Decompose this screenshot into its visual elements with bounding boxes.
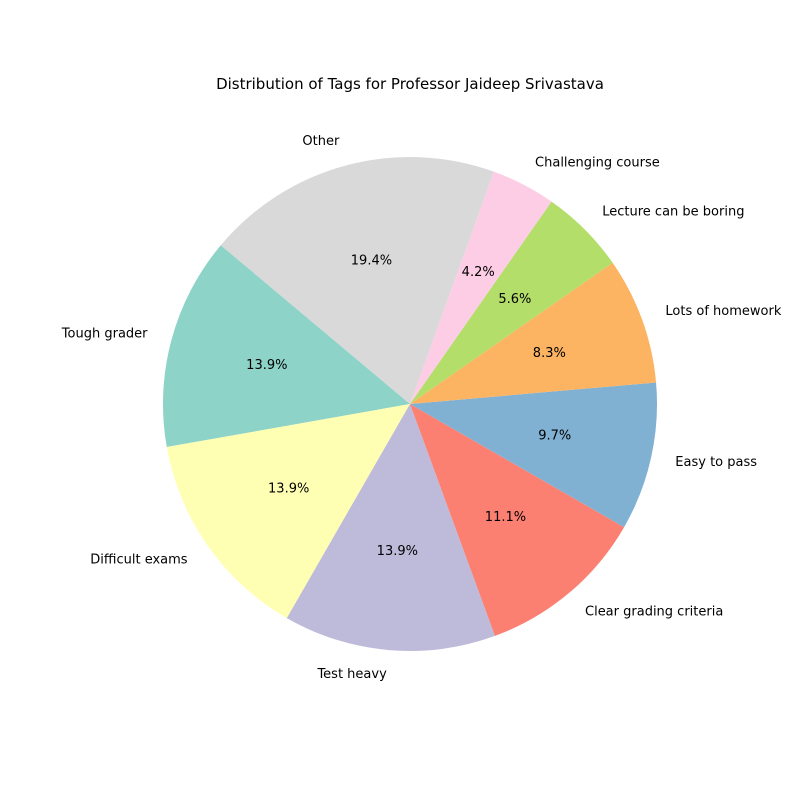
slice-label-clear-grading-criteria: Clear grading criteria (585, 604, 723, 619)
pie-slice-challenging-course (410, 171, 552, 404)
pie-slices (162, 156, 657, 652)
slice-percent-difficult-exams: 13.9% (268, 482, 309, 497)
slice-percent-lecture-can-be-boring: 5.6% (498, 292, 531, 307)
pie-slice-clear-grading-criteria (410, 404, 625, 636)
slice-percent-easy-to-pass: 9.7% (538, 428, 571, 443)
pie-labels: Tough grader 13.9% Difficult exams 13.9% Tes… (61, 134, 782, 682)
slice-label-lots-of-homework: Lots of homework (665, 304, 781, 319)
slice-label-challenging-course: Challenging course (535, 155, 660, 170)
slice-label-easy-to-pass: Easy to pass (675, 455, 757, 470)
slice-label-other: Other (302, 134, 340, 149)
pie-slice-tough-grader (162, 245, 410, 448)
slice-label-lecture-can-be-boring: Lecture can be boring (602, 205, 744, 220)
slice-percent-lots-of-homework: 8.3% (533, 346, 566, 361)
pie-slice-test-heavy (286, 404, 495, 652)
pie-slice-difficult-exams (166, 404, 410, 619)
slice-percent-other: 19.4% (351, 253, 392, 268)
chart-title: Distribution of Tags for Professor Jaide… (216, 75, 604, 93)
pie-slice-easy-to-pass (410, 382, 657, 528)
pie-slice-other (220, 156, 494, 404)
slice-percent-test-heavy: 13.9% (377, 544, 418, 559)
slice-percent-tough-grader: 13.9% (246, 358, 287, 373)
pie-slice-lecture-can-be-boring (410, 201, 613, 404)
pie-slice-lots-of-homework (410, 262, 657, 404)
slice-label-difficult-exams: Difficult exams (90, 553, 188, 568)
slice-label-tough-grader: Tough grader (61, 326, 148, 341)
slice-label-test-heavy: Test heavy (316, 667, 387, 682)
slice-percent-challenging-course: 4.2% (462, 265, 495, 280)
slice-percent-clear-grading-criteria: 11.1% (485, 510, 526, 525)
